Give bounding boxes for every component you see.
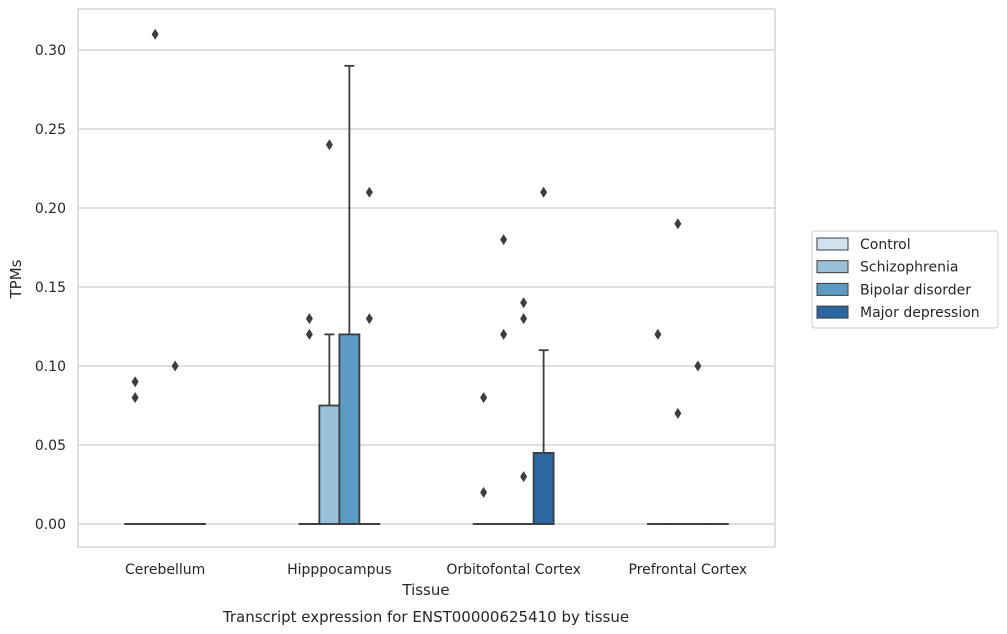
x-tick-label: Hipppocampus [287,562,392,578]
outlier-point [520,297,528,309]
legend-swatch [816,237,849,251]
y-tick-labels: 0.00 0.05 0.10 0.15 0.20 0.25 0.30 [35,43,66,533]
y-tick-label: 0.20 [35,201,66,217]
box-group [532,186,555,525]
y-tick-label: 0.15 [35,280,66,296]
box-group [358,186,381,525]
legend-swatch [816,260,849,274]
chart-caption: Transcript expression for ENST0000062541… [222,608,629,626]
outlier-point [365,186,373,198]
y-tick-label: 0.10 [35,359,66,375]
box-group [338,64,361,525]
outlier-point [365,313,373,325]
outlier-point [540,186,548,198]
outlier-point [674,218,682,230]
legend-label: Control [860,237,911,253]
y-tick-label: 0.05 [35,438,66,454]
outlier-point [520,313,528,325]
outlier-point [694,360,702,372]
x-tick-label: Cerebellum [125,562,205,578]
y-tick-label: 0.30 [35,43,66,59]
outlier-point [325,139,333,151]
outlier-point [480,392,488,404]
y-tick-label: 0.25 [35,122,66,138]
x-tick-labels: Cerebellum Hipppocampus Orbitofontal Corte… [125,562,747,578]
box-group [646,328,669,525]
outlier-point [305,328,313,340]
outlier-point [500,328,508,340]
legend: Control Schizophrenia Bipolar disorder Majo… [811,230,999,329]
box-group [492,234,515,525]
outlier-point [131,392,139,404]
outlier-point [674,407,682,419]
outlier-point [151,28,159,40]
box-group [472,392,495,525]
legend-label: Major depression [860,305,980,321]
box [338,333,361,525]
plot-frame [77,8,776,548]
box [532,451,555,525]
outlier-point [131,376,139,388]
outlier-point [480,486,488,498]
y-axis-label: TPMs [7,259,25,299]
legend-swatch [816,282,849,296]
x-axis-label: Tissue [401,581,449,599]
box-group [298,313,321,525]
boxes-layer [124,28,729,525]
legend-frame [811,230,999,329]
box-group [124,376,147,525]
box [318,404,341,525]
outlier-point [520,471,528,483]
legend-label: Bipolar disorder [860,282,971,298]
legend-swatch [816,305,849,319]
x-tick-label: Orbitofontal Cortex [446,562,581,578]
outlier-point [171,360,179,372]
box-group [666,218,689,525]
x-tick-label: Prefrontal Cortex [629,562,748,578]
outlier-point [654,328,662,340]
legend-label: Schizophrenia [860,260,958,276]
outlier-point [305,313,313,325]
y-tick-label: 0.00 [35,517,66,533]
outlier-point [500,234,508,246]
